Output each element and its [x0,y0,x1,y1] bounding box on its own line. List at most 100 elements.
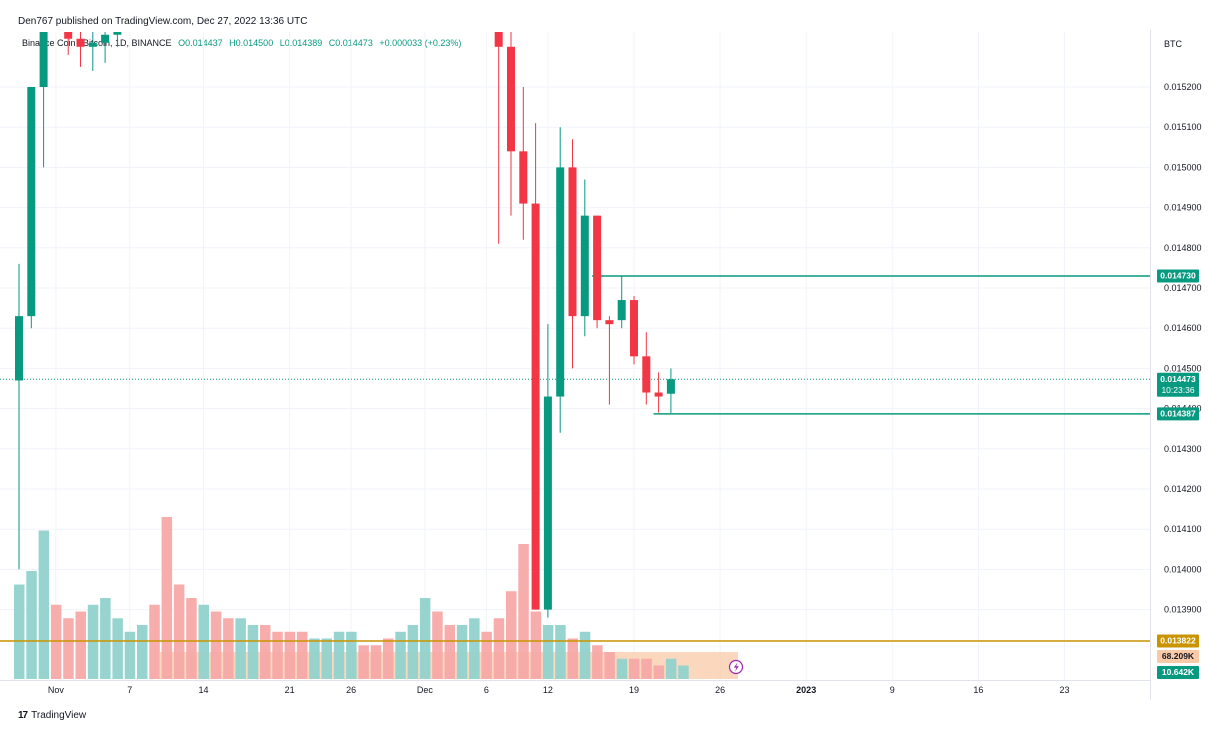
volume-bar [260,625,271,679]
volume-bar [592,645,603,679]
price-label-upper: 0.014730 [1157,269,1199,283]
candle-body [531,203,540,610]
y-tick-label: 0.015100 [1164,122,1202,132]
volume-bar [518,544,529,679]
volume-bar [149,604,160,679]
volume-bar [358,645,369,679]
x-tick-label: 23 [1059,685,1069,695]
published-info: Den767 published on TradingView.com, Dec… [18,16,308,27]
y-tick-label: 0.014300 [1164,444,1202,454]
volume-bar [63,618,74,679]
volume-bar [653,665,665,679]
x-tick-label: 6 [484,685,489,695]
candle [27,87,36,329]
volume-bar [616,658,628,679]
volume-bar [469,618,480,679]
candle-body [593,215,602,321]
ohlc-open: O0.014437 [178,38,223,48]
volume-label-profile: 68.209K [1157,650,1199,663]
candle [556,127,565,433]
price-label-lower-bg [1157,407,1199,421]
axis-lines [0,30,1151,700]
price-label-current-bg [1157,372,1199,397]
volume-bar [296,631,308,679]
ohlc-change: +0.000033 (+0.23%) [379,38,462,48]
candle [15,263,23,570]
time-axis[interactable]: Nov 7 14 21 26 Dec 6 12 19 26 2023 9 16 23 [48,685,1070,695]
candle-body [507,46,515,152]
candle [494,32,503,244]
volume-bar [333,631,345,679]
candle [642,332,651,405]
candle [531,123,540,610]
volume-bar [75,611,86,679]
x-tick-label: 26 [715,685,725,695]
volume-bars [14,517,689,679]
volume-bar [407,625,419,679]
volume-bar [481,631,492,679]
candle [543,324,552,618]
volume-bar [678,665,689,679]
volume-bar [567,638,578,679]
y-tick-label: 0.015200 [1164,82,1202,92]
y-tick-label: 0.014200 [1164,484,1202,494]
volume-bar [493,618,505,679]
y-tick-label: 0.013900 [1164,605,1202,615]
price-axis[interactable]: BTC 0.015200 0.015100 0.015000 0.014900 0.014… [1164,39,1202,615]
candle-body [617,300,626,321]
volume-label-current: 10.642K [1157,666,1199,679]
volume-bar [641,658,652,679]
candle-body [519,151,528,204]
y-tick-label: 0.014100 [1164,524,1202,534]
volume-bar [50,604,62,679]
y-tick-label: 0.014800 [1164,243,1202,253]
brand-name: TradingView [31,710,87,721]
price-label-upper-bg [1157,269,1199,283]
volume-bar [629,658,640,679]
x-tick-label: 14 [198,685,208,695]
volume-bar [235,618,246,679]
candle-body [654,392,663,397]
volume-bar [665,658,677,679]
candle-body [88,42,97,47]
x-tick-label: 12 [543,685,553,695]
x-tick-label: 2023 [796,685,816,695]
volume-bar [161,517,173,679]
volume-bar [38,530,50,679]
candle [76,32,85,67]
tv-logo-icon: 17 [18,710,28,721]
candle-body [543,396,552,610]
y-tick-label: 0.014600 [1164,323,1202,333]
volume-bar [186,598,197,679]
volume-bar [419,598,431,679]
candle-body [580,215,589,317]
candle-body [27,87,36,317]
candle [507,32,515,216]
candle-body [642,356,651,393]
candle-body [568,167,577,317]
candle [64,32,73,55]
candle-body [113,32,122,35]
volume-bar [432,611,443,679]
candle-body [605,320,614,325]
candle [101,32,110,63]
price-label-current-sub: 10:23:36 [1161,385,1194,395]
price-label-level: 0.013822 [1157,634,1199,648]
price-label-current-text: 0.014473 [1160,374,1196,384]
volume-bar [124,631,136,679]
lightning-icon[interactable] [728,659,744,675]
volume-bar [173,584,185,679]
y-tick-label: 0.014900 [1164,203,1202,213]
candle [88,32,97,71]
price-label-level-bg [1157,634,1199,648]
footer-brand[interactable]: 17 TradingView [18,710,86,721]
candle-body [101,34,110,43]
y-tick-label: 0.014500 [1164,363,1202,373]
volume-bar [112,618,123,679]
volume-bar [284,631,296,679]
volume-bar [14,584,25,679]
volume-bar [346,631,357,679]
